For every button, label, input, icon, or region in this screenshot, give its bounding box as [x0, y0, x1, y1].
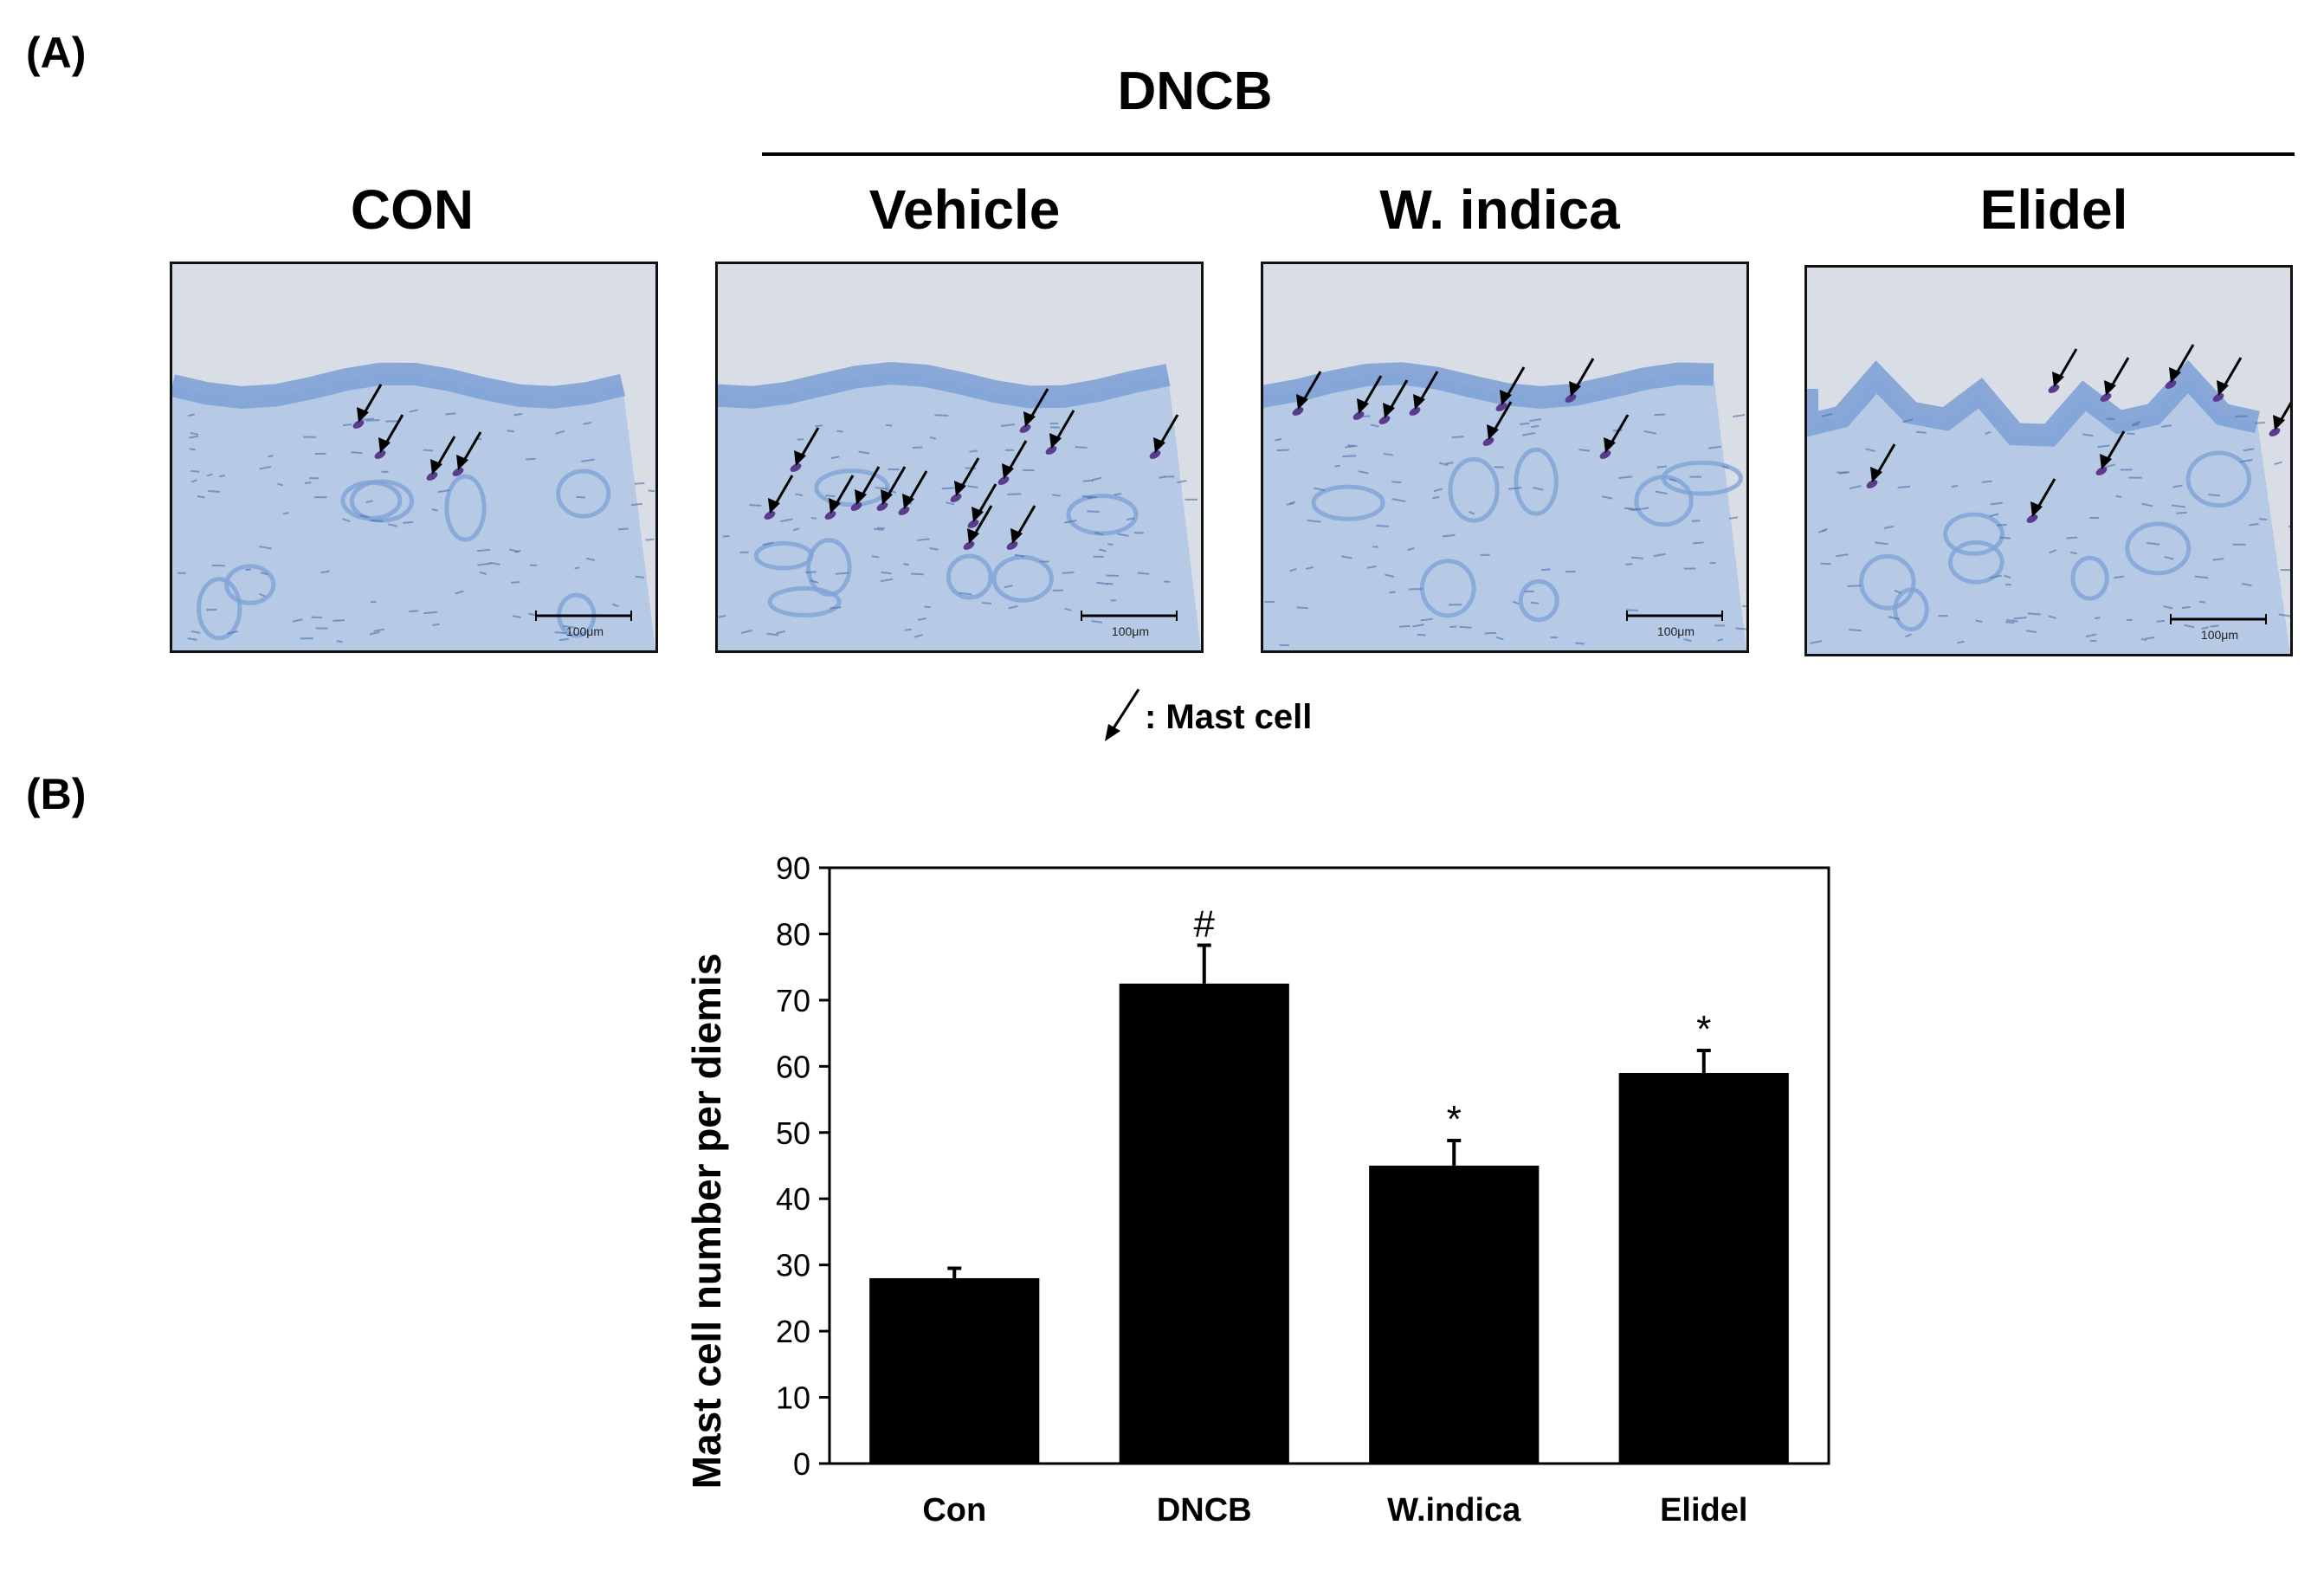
- significance-marker: *: [1447, 1098, 1462, 1141]
- image-label-vehicle: Vehicle: [868, 178, 1061, 241]
- bar-con: [869, 1277, 1040, 1464]
- y-tick-label: 30: [776, 1248, 810, 1283]
- bar-dncb: [1119, 983, 1289, 1464]
- y-tick-label: 10: [776, 1380, 810, 1416]
- dncb-group-title: DNCB: [1117, 61, 1273, 121]
- micrograph-con: 100μm: [170, 262, 658, 653]
- y-tick-label: 50: [776, 1115, 810, 1151]
- y-tick-label: 40: [776, 1181, 810, 1217]
- image-label-w-indica: W. indica: [1379, 178, 1620, 241]
- mast-cell-arrow-icon: [1105, 688, 1140, 741]
- mast-cell-bar-chart: Mast cell number per diemis 0 10 20 30 40 50 6…: [684, 850, 1830, 1529]
- micrograph-vehicle: 100μm: [715, 262, 1204, 653]
- x-tick-label: Elidel: [1660, 1492, 1747, 1529]
- y-tick-label: 60: [776, 1049, 810, 1084]
- scale-bar-label: 100μm: [565, 624, 604, 638]
- micrograph-w-indica: 100μm: [1261, 262, 1749, 653]
- plot-frame: [828, 866, 1830, 1465]
- x-tick-label: Con: [922, 1492, 986, 1529]
- image-label-con: CON: [350, 178, 474, 241]
- y-tick-label: 0: [793, 1446, 810, 1482]
- panel-a-letter: (A): [26, 29, 87, 77]
- y-tick-label: 20: [776, 1314, 810, 1349]
- bar-w-indica: [1369, 1166, 1540, 1464]
- micrograph-elidel: 100μm: [1804, 265, 2293, 656]
- panel-b-letter: (B): [26, 770, 87, 818]
- scale-bar-label: 100μm: [2200, 628, 2238, 642]
- scale-bar-label: 100μm: [1111, 624, 1149, 638]
- y-tick-label: 90: [776, 850, 810, 886]
- bar-elidel: [1618, 1072, 1789, 1464]
- significance-marker: *: [1696, 1008, 1711, 1050]
- y-tick-label: 80: [776, 916, 810, 952]
- scale-bar-label: 100μm: [1656, 624, 1695, 638]
- y-tick-label: 70: [776, 983, 810, 1018]
- dncb-group-bracket-line: [762, 152, 2295, 156]
- significance-marker: #: [1194, 902, 1216, 945]
- x-tick-label: DNCB: [1157, 1492, 1252, 1529]
- y-axis-label: Mast cell number per diemis: [684, 953, 729, 1490]
- image-label-elidel: Elidel: [1979, 178, 2128, 241]
- x-tick-label: W.indica: [1387, 1492, 1521, 1529]
- mast-cell-legend: : Mast cell: [1145, 698, 1313, 736]
